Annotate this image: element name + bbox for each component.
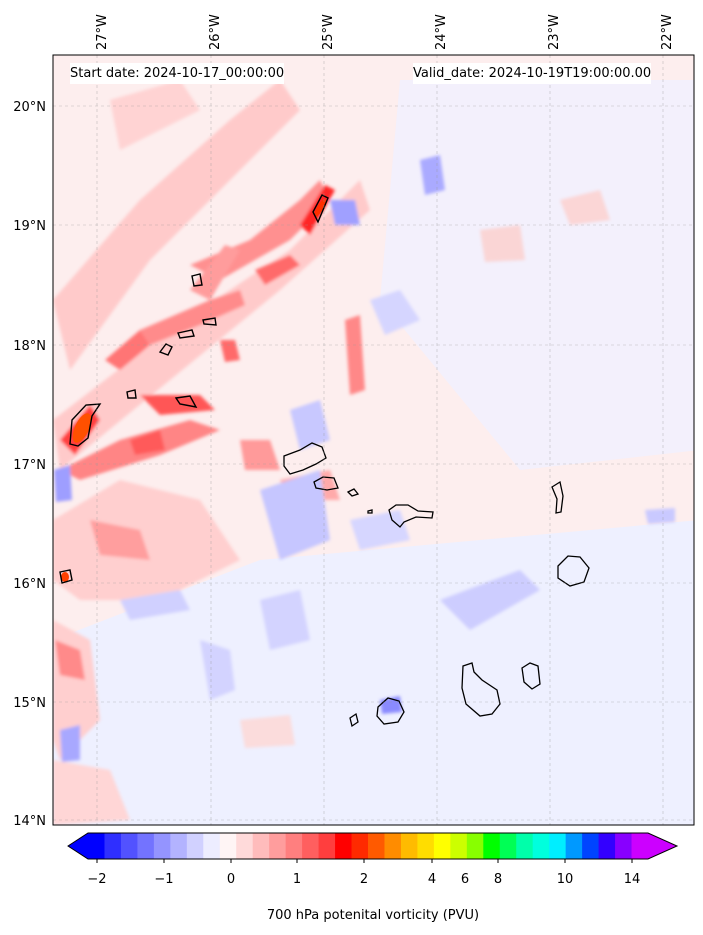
lon-label: 25°W <box>321 14 336 50</box>
colorbar-swatch <box>433 833 451 859</box>
valid-date-label: Valid_date: 2024-10-19T19:00:00.00 <box>413 63 652 84</box>
colorbar-tick-label: −2 <box>87 872 106 887</box>
colorbar-swatch <box>466 833 484 859</box>
lon-label: 26°W <box>208 14 223 50</box>
colorbar-swatch <box>137 833 155 859</box>
colorbar-tick-label: 2 <box>360 872 368 887</box>
colorbar-swatch <box>219 833 237 859</box>
colorbar-swatch <box>153 833 171 859</box>
pv-field <box>53 55 694 825</box>
lat-label: 17°N <box>13 458 46 473</box>
colorbar-tick-label: 6 <box>461 872 469 887</box>
colorbar-swatch <box>384 833 402 859</box>
lat-labels: 20°N 19°N 18°N 17°N 16°N 15°N 14°N <box>13 100 46 829</box>
colorbar-swatch <box>170 833 188 859</box>
colorbar-swatch <box>631 833 649 859</box>
lon-label: 22°W <box>660 14 675 50</box>
colorbar-swatch <box>400 833 418 859</box>
colorbar-swatch <box>120 833 138 859</box>
colorbar-swatch <box>368 833 385 859</box>
colorbar-swatch <box>252 833 270 859</box>
lat-label: 15°N <box>13 696 46 711</box>
colorbar-swatch <box>532 833 550 859</box>
colorbar-swatch <box>318 833 336 859</box>
colorbar-tick-label: 1 <box>293 872 301 887</box>
coastlines <box>283 442 590 728</box>
colorbar-swatch <box>598 833 616 859</box>
lon-labels: 27°W 26°W 25°W 24°W 23°W 22°W <box>95 14 675 50</box>
colorbar-swatch <box>499 833 517 859</box>
colorbar-tick-label: 0 <box>227 872 235 887</box>
colorbar-swatch <box>351 833 369 859</box>
lat-label: 18°N <box>13 339 46 354</box>
colorbar-swatch <box>582 833 600 859</box>
colorbar-tick-label: 8 <box>494 872 502 887</box>
lon-label: 27°W <box>95 14 110 50</box>
colorbar-swatch <box>269 833 287 859</box>
colorbar-ticks: −2 −1 0 1 2 4 6 8 10 14 <box>87 872 640 887</box>
lon-label: 23°W <box>547 14 562 50</box>
colorbar-swatch <box>302 833 320 859</box>
colorbar-swatch <box>565 833 583 859</box>
colorbar-swatch <box>450 833 468 859</box>
colorbar-tick-label: 14 <box>624 872 641 887</box>
colorbar-swatch <box>417 833 435 859</box>
colorbar-swatch <box>186 833 204 859</box>
lon-label: 24°W <box>434 14 449 50</box>
colorbar-outline <box>67 832 679 860</box>
colorbar-swatch <box>203 833 221 859</box>
colorbar-swatch <box>335 833 353 859</box>
lat-label: 16°N <box>13 577 46 592</box>
colorbar-extend-min <box>68 833 88 859</box>
colorbar-swatch <box>236 833 254 859</box>
gridlines <box>53 55 694 825</box>
colorbar-tick-label: −1 <box>154 872 173 887</box>
lat-label: 19°N <box>13 219 46 234</box>
colorbar-swatch <box>516 833 534 859</box>
lat-label: 20°N <box>13 100 46 115</box>
colorbar-extend-max <box>648 833 677 859</box>
colorbar-tick-label: 4 <box>428 872 436 887</box>
start-date-label: Start date: 2024-10-17_00:00:00 <box>70 63 285 84</box>
colorbar-swatch <box>615 833 633 859</box>
colorbar-swatch <box>285 833 303 859</box>
colorbar-tick-label: 10 <box>557 872 574 887</box>
colorbar-swatch <box>104 833 122 859</box>
map-frame <box>52 54 695 826</box>
colorbar-swatch <box>88 833 105 859</box>
colorbar-swatch <box>549 833 567 859</box>
colorbar-label: 700 hPa potenital vorticity (PVU) <box>267 908 479 923</box>
colorbar-swatch <box>483 833 501 859</box>
lat-label: 14°N <box>13 814 46 829</box>
colorbar <box>67 832 679 863</box>
